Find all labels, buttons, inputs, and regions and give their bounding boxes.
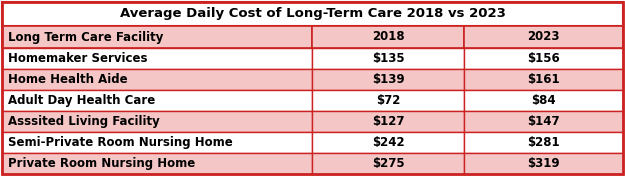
Text: $319: $319: [528, 157, 560, 170]
Bar: [2, 153, 312, 174]
Text: Asssited Living Facility: Asssited Living Facility: [8, 115, 160, 128]
Text: Adult Day Health Care: Adult Day Health Care: [8, 94, 155, 107]
Text: $127: $127: [372, 115, 404, 128]
Bar: [464, 153, 623, 174]
Bar: [2, 90, 312, 111]
Text: Private Room Nursing Home: Private Room Nursing Home: [8, 157, 195, 170]
Text: $156: $156: [527, 52, 560, 65]
Bar: [2, 132, 312, 153]
Text: $72: $72: [376, 94, 400, 107]
Bar: [2, 48, 312, 69]
Bar: [464, 69, 623, 90]
Bar: [312, 26, 464, 48]
Text: Average Daily Cost of Long-Term Care 2018 vs 2023: Average Daily Cost of Long-Term Care 201…: [119, 7, 506, 21]
Bar: [312, 90, 464, 111]
Text: $139: $139: [372, 73, 404, 86]
Text: $161: $161: [528, 73, 560, 86]
Bar: [312, 69, 464, 90]
Bar: [464, 90, 623, 111]
Text: Homemaker Services: Homemaker Services: [8, 52, 147, 65]
Bar: [312, 111, 464, 132]
Text: 2023: 2023: [528, 31, 560, 43]
Text: $242: $242: [372, 136, 404, 149]
Bar: [2, 2, 623, 26]
Text: Home Health Aide: Home Health Aide: [8, 73, 127, 86]
Text: $275: $275: [372, 157, 404, 170]
Bar: [464, 48, 623, 69]
Text: $135: $135: [372, 52, 404, 65]
Bar: [2, 111, 312, 132]
Bar: [464, 26, 623, 48]
Text: Semi-Private Room Nursing Home: Semi-Private Room Nursing Home: [8, 136, 232, 149]
Text: 2018: 2018: [372, 31, 404, 43]
Bar: [2, 69, 312, 90]
Text: $84: $84: [531, 94, 556, 107]
Bar: [312, 132, 464, 153]
Bar: [464, 132, 623, 153]
Bar: [464, 111, 623, 132]
Text: $147: $147: [528, 115, 560, 128]
Text: $281: $281: [528, 136, 560, 149]
Bar: [312, 153, 464, 174]
Text: Long Term Care Facility: Long Term Care Facility: [8, 31, 163, 43]
Bar: [2, 26, 312, 48]
Bar: [312, 48, 464, 69]
